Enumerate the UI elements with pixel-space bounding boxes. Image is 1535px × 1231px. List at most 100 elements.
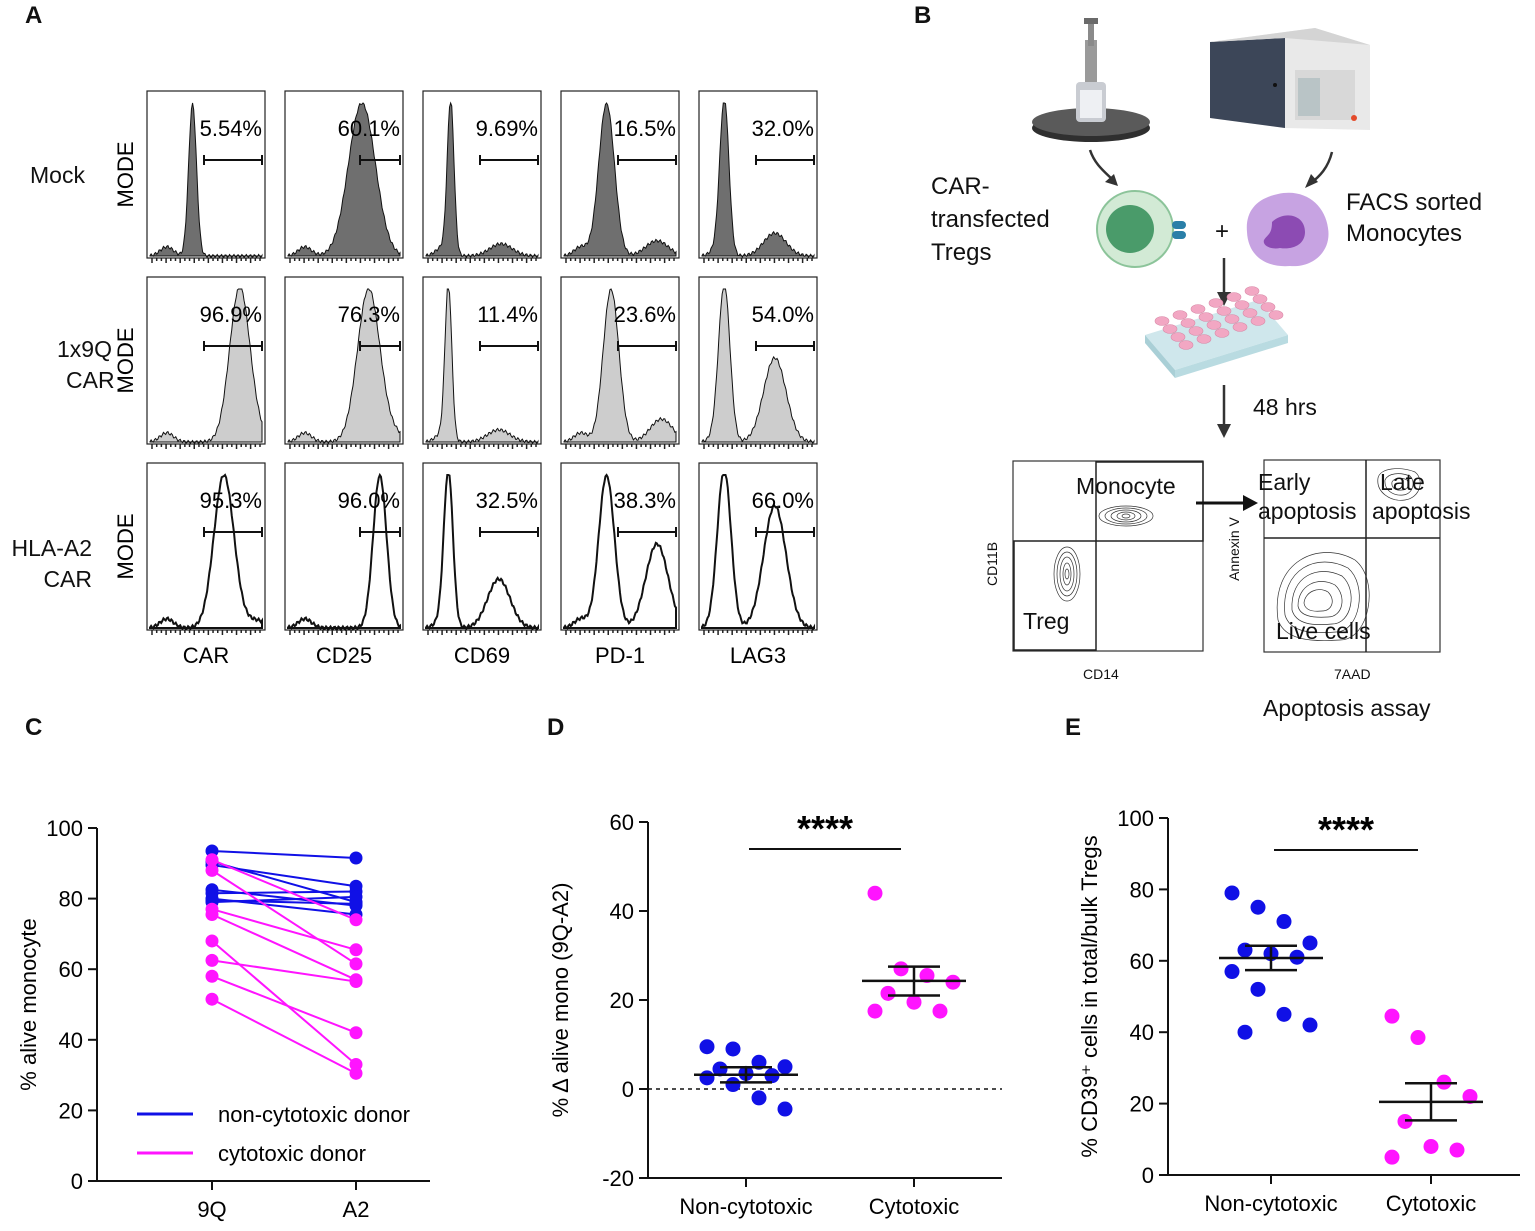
panel-label-e: E	[1065, 714, 1082, 741]
histogram-frame	[146, 276, 266, 445]
data-point	[893, 961, 909, 977]
marker-label: CD69	[454, 643, 510, 668]
data-point	[349, 1066, 363, 1080]
paired-line	[211, 864, 357, 888]
histogram-curve	[425, 101, 539, 259]
data-point	[349, 890, 363, 904]
charts-cde: 0 20 40 60 80 100 % alive monocyte 9Q A2 non-cyto…	[16, 806, 1520, 1222]
x-tick-label: Non-cytotoxic	[1204, 1191, 1337, 1216]
histogram-y-label: MODE	[113, 328, 138, 394]
y-tick-label: 40	[1130, 1020, 1154, 1045]
gate-percentage: 54.0%	[752, 302, 814, 327]
data-point	[1384, 1008, 1400, 1024]
y-tick-label: 100	[46, 816, 83, 841]
histogram-frame	[422, 276, 542, 445]
histogram-frame	[560, 90, 680, 259]
y-tick-label: 60	[1130, 949, 1154, 974]
treg-cell-icon	[1096, 190, 1186, 268]
y-tick-label: 20	[610, 988, 634, 1013]
significance-stars: ****	[1318, 809, 1374, 850]
panel-label-a: A	[25, 2, 43, 29]
paired-line	[211, 998, 357, 1075]
data-point	[205, 863, 219, 877]
data-point	[1302, 1017, 1318, 1033]
data-point	[1250, 899, 1266, 915]
data-point	[919, 968, 935, 984]
histogram-curve	[149, 473, 263, 631]
histogram-frame	[698, 90, 818, 259]
histogram-curve	[149, 102, 263, 259]
gate-percentage: 76.3%	[338, 302, 400, 327]
y-tick-label: 100	[1117, 806, 1154, 831]
marker-label: CAR	[183, 643, 229, 668]
gate-percentage: 38.3%	[614, 488, 676, 513]
histogram-frame	[560, 462, 680, 631]
monocytes-label: FACS sorted Monocytes	[1346, 189, 1483, 247]
y-tick-label: 40	[610, 899, 634, 924]
histogram-curve	[701, 102, 815, 259]
apoptosis-assay-title: Apoptosis assay	[1263, 695, 1431, 721]
row-label-mock: Mock	[30, 162, 85, 188]
histogram-curve	[563, 288, 677, 443]
y-tick-label: 60	[610, 810, 634, 835]
gate-percentage: 66.0%	[752, 488, 814, 513]
incubation-label: 48 hrs	[1253, 394, 1317, 420]
marker-label: CD25	[316, 643, 372, 668]
workflow-diagram	[1012, 18, 1441, 653]
gate-percentage: 11.4%	[477, 302, 538, 327]
y-tick-label: 0	[1142, 1163, 1154, 1188]
significance-stars: ****	[797, 808, 853, 849]
y-tick-label: 0	[622, 1077, 634, 1102]
histogram-frame	[560, 276, 680, 445]
histogram-curve	[563, 102, 677, 257]
data-point	[205, 953, 219, 967]
data-point	[725, 1041, 741, 1057]
histogram-frame	[284, 462, 404, 631]
y-tick-label: 60	[59, 957, 83, 982]
paired-line	[211, 959, 357, 983]
gate-percentage: 32.5%	[476, 488, 538, 513]
data-point	[349, 943, 363, 957]
y-tick-label: 40	[59, 1028, 83, 1053]
histogram-frame	[146, 462, 266, 631]
histogram-frame	[698, 276, 818, 445]
row-label-hla-a2-car: HLA-A2 CAR	[11, 535, 92, 592]
histogram-frame	[698, 462, 818, 631]
legend-label: non-cytotoxic donor	[218, 1102, 410, 1127]
histogram-curve	[287, 102, 401, 257]
gate-percentage: 95.3%	[200, 488, 262, 513]
apoptosis-x-label: 7AAD	[1334, 666, 1371, 682]
tregs-label: CAR- transfected Tregs	[931, 173, 1050, 266]
gate-monocyte-label: Monocyte	[1076, 473, 1176, 499]
gate-percentage: 9.69%	[476, 116, 538, 141]
data-point	[1462, 1088, 1478, 1104]
gate-treg-label: Treg	[1023, 608, 1070, 634]
gate-percentage: 96.0%	[338, 488, 400, 513]
paired-line	[211, 890, 357, 895]
gate-percentage: 23.6%	[614, 302, 676, 327]
data-point	[349, 851, 363, 865]
paired-line	[211, 913, 357, 981]
data-point	[1276, 914, 1292, 930]
data-point	[751, 1090, 767, 1106]
data-point	[1224, 885, 1240, 901]
data-point	[699, 1039, 715, 1055]
data-point	[1410, 1030, 1426, 1046]
paired-line	[211, 940, 357, 1066]
plus-sign: +	[1215, 218, 1230, 245]
live-cells-label: Live cells	[1276, 618, 1371, 644]
data-point	[712, 1061, 728, 1077]
y-tick-label: -20	[602, 1166, 634, 1191]
histogram-curve	[149, 288, 263, 445]
data-point	[1302, 935, 1318, 951]
paired-line	[211, 849, 357, 860]
monocyte-cell-icon	[1246, 192, 1329, 267]
data-point	[1250, 981, 1266, 997]
late-apoptosis-label: Late apoptosis	[1372, 469, 1471, 524]
paired-line	[211, 858, 357, 921]
data-point	[349, 1026, 363, 1040]
x-tick-label: Non-cytotoxic	[679, 1194, 812, 1219]
data-point	[777, 1101, 793, 1117]
data-point	[1423, 1138, 1439, 1154]
histogram-curve	[287, 288, 401, 445]
